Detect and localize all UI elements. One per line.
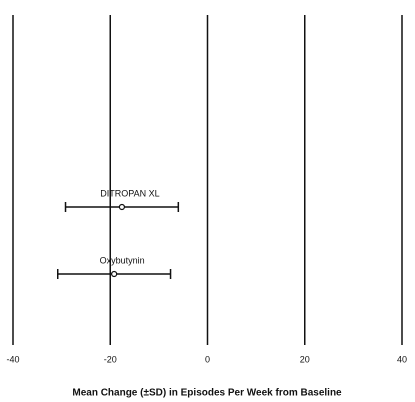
category-label: DITROPAN XL [100, 188, 159, 198]
x-tick-label: 0 [205, 354, 210, 364]
x-tick-label: -40 [6, 354, 19, 364]
point [111, 270, 118, 278]
x-tick-label: 40 [397, 354, 407, 364]
x-axis-title: Mean Change (±SD) in Episodes Per Week f… [72, 388, 342, 399]
x-tick-label: -20 [104, 354, 117, 364]
point [118, 203, 126, 211]
category-label: Oxybutynin [100, 255, 145, 265]
x-tick-label: 20 [300, 354, 310, 364]
